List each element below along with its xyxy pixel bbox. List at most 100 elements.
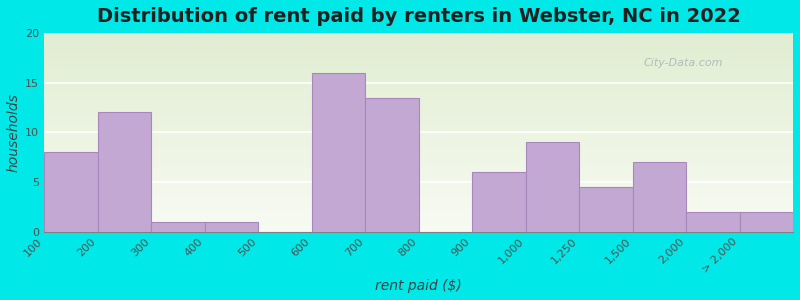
Bar [44, 69, 793, 70]
Bar [44, 106, 793, 107]
Text: City-Data.com: City-Data.com [643, 58, 722, 68]
Bar [44, 109, 793, 110]
Bar [44, 175, 793, 176]
Bar [44, 188, 793, 189]
Bar [44, 120, 793, 121]
Bar [44, 145, 793, 146]
Bar [44, 164, 793, 165]
Bar [44, 86, 793, 87]
Bar [44, 115, 793, 116]
X-axis label: rent paid ($): rent paid ($) [375, 279, 462, 293]
Bar [579, 187, 633, 232]
Bar [44, 117, 793, 118]
Bar [44, 220, 793, 221]
Bar [44, 54, 793, 55]
Bar [44, 125, 793, 126]
Bar [44, 153, 793, 154]
Bar [365, 98, 418, 232]
Bar [44, 170, 793, 171]
Bar [44, 152, 793, 153]
Bar [44, 174, 793, 175]
Bar [44, 94, 793, 95]
Bar [44, 211, 793, 212]
Bar [44, 214, 793, 215]
Bar [44, 215, 793, 216]
Bar [44, 212, 793, 213]
Bar [44, 165, 793, 166]
Bar [44, 43, 793, 44]
Bar [44, 183, 793, 184]
Bar [44, 44, 793, 45]
Bar [44, 203, 793, 204]
Bar [739, 212, 793, 232]
Bar [44, 149, 793, 150]
Bar [44, 166, 793, 167]
Bar [44, 49, 793, 50]
Bar [44, 147, 793, 148]
Bar [44, 36, 793, 37]
Bar [44, 162, 793, 163]
Bar [44, 194, 793, 195]
Bar [44, 221, 793, 222]
Bar [44, 179, 793, 180]
Bar [44, 198, 793, 199]
Bar [44, 210, 793, 211]
Bar [44, 208, 793, 209]
Bar [44, 217, 793, 218]
Bar [44, 138, 793, 139]
Bar [44, 38, 793, 39]
Bar [44, 209, 793, 210]
Bar [44, 144, 793, 145]
Bar [44, 123, 793, 124]
Bar [44, 114, 793, 115]
Bar [44, 103, 793, 104]
Bar [44, 143, 793, 144]
Bar [44, 47, 793, 48]
Bar [44, 87, 793, 88]
Y-axis label: households: households [7, 93, 21, 172]
Bar [44, 100, 793, 101]
Bar [44, 224, 793, 225]
Bar [44, 192, 793, 193]
Bar [44, 96, 793, 97]
Bar [44, 67, 793, 68]
Bar [44, 230, 793, 231]
Bar [44, 163, 793, 164]
Bar [44, 101, 793, 102]
Bar [44, 50, 793, 51]
Bar [44, 181, 793, 182]
Bar [44, 222, 793, 223]
Bar [44, 33, 793, 34]
Bar [44, 228, 793, 229]
Bar [44, 159, 793, 160]
Bar [472, 172, 526, 232]
Bar [44, 97, 793, 98]
Bar [44, 40, 793, 41]
Bar [44, 157, 793, 158]
Bar [44, 134, 793, 135]
Bar [44, 111, 793, 112]
Bar [44, 84, 793, 85]
Bar [44, 42, 793, 43]
Bar [44, 160, 793, 161]
Bar [44, 68, 793, 69]
Bar [44, 110, 793, 111]
Bar [44, 46, 793, 47]
Bar [44, 35, 793, 36]
Bar [44, 58, 793, 59]
Bar [44, 169, 793, 170]
Bar [44, 155, 793, 156]
Bar [44, 139, 793, 140]
Bar [44, 196, 793, 197]
Bar [44, 63, 793, 64]
Bar [44, 191, 793, 192]
Bar [44, 59, 793, 60]
Bar [44, 193, 793, 194]
Bar [44, 74, 793, 75]
Bar [44, 127, 793, 128]
Bar [44, 37, 793, 38]
Bar [44, 105, 793, 106]
Bar [44, 71, 793, 72]
Bar [44, 190, 793, 191]
Bar [44, 197, 793, 198]
